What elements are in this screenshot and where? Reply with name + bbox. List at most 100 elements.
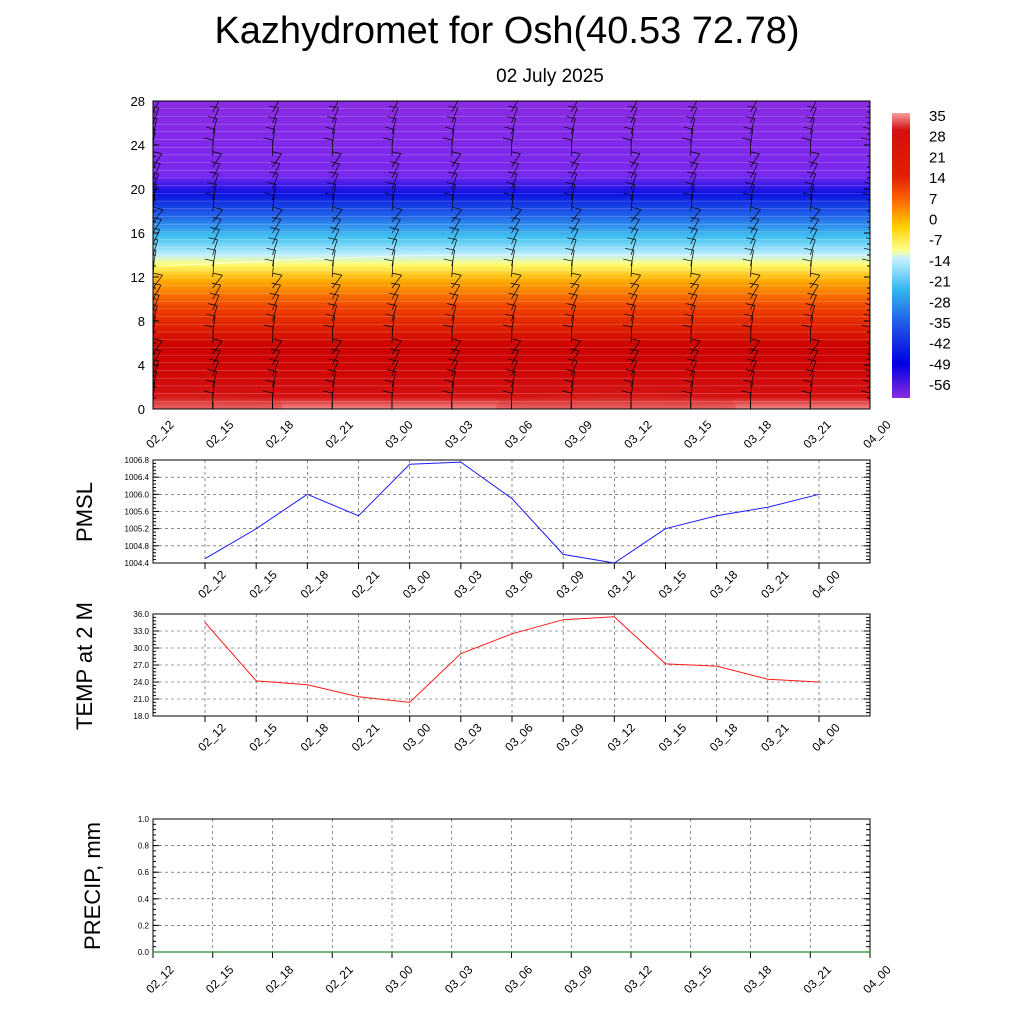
- wind-barb: [502, 390, 512, 394]
- chart-title: Kazhydromet for Osh(40.53 72.78): [214, 10, 800, 52]
- x-tick-label: 02_18: [263, 962, 297, 996]
- wind-barb: [869, 232, 870, 233]
- x-tick-label: 03_00: [400, 720, 434, 754]
- wind-barb: [269, 292, 279, 296]
- wind-barb: [451, 173, 458, 190]
- wind-barb: [331, 382, 335, 399]
- wind-barb: [267, 116, 277, 119]
- wind-barb: [331, 371, 337, 388]
- wind-barb: [331, 284, 341, 300]
- wind-barb: [809, 173, 817, 190]
- wind-barb: [504, 379, 514, 383]
- wind-barb: [153, 128, 156, 130]
- wind-barb: [511, 239, 517, 256]
- wind-barb: [272, 350, 281, 366]
- wind-barb: [803, 313, 813, 317]
- wind-barb: [750, 118, 755, 135]
- wind-barb: [809, 209, 821, 223]
- wind-barb: [861, 137, 870, 141]
- x-tick-label: 03_03: [451, 567, 485, 601]
- wind-barb: [630, 96, 639, 98]
- wind-barb: [809, 108, 817, 124]
- y-tick-label: 30.0: [133, 644, 149, 653]
- wind-barb: [272, 295, 280, 311]
- wind-barb: [810, 272, 820, 276]
- wind-barb: [504, 313, 515, 317]
- wind-barb: [871, 273, 880, 275]
- wind-barb: [388, 171, 398, 175]
- wind-barb: [212, 209, 224, 223]
- wind-barb: [570, 229, 579, 245]
- y-tick-label: 33.0: [133, 627, 149, 636]
- wind-barb: [153, 275, 163, 289]
- wind-barb: [571, 272, 581, 276]
- wind-barb: [207, 369, 217, 372]
- wind-barb: [506, 369, 516, 372]
- wind-barb: [448, 105, 458, 109]
- wind-barb: [508, 292, 518, 296]
- wind-barb: [623, 192, 633, 196]
- colorbar-label: 35: [929, 108, 946, 125]
- colorbar: 35 28 21 14 7 0 -7 -14 -21 -28 -35 -42 -49 -56: [892, 108, 951, 398]
- wind-barb: [867, 292, 870, 295]
- wind-barb: [860, 390, 870, 394]
- wind-barb: [451, 382, 455, 399]
- wind-barb: [689, 282, 699, 286]
- wind-barb: [631, 86, 640, 88]
- x-tick-label: 03_12: [605, 567, 639, 601]
- wind-barb: [331, 217, 341, 220]
- wind-barb: [391, 371, 397, 388]
- wind-barb: [863, 313, 870, 316]
- wind-barb: [212, 316, 216, 333]
- wind-barb: [271, 282, 281, 286]
- wind-barb: [630, 219, 640, 234]
- wind-barb: [444, 192, 454, 196]
- wind-barb: [870, 86, 879, 88]
- wind-barb: [683, 126, 694, 130]
- wind-barb: [212, 229, 220, 245]
- wind-barb: [630, 382, 634, 399]
- wind-barb: [570, 219, 581, 234]
- wind-barb: [511, 295, 519, 311]
- wind-barb: [869, 253, 870, 255]
- wind-barb: [687, 358, 697, 362]
- colorbar-label: -42: [929, 336, 951, 353]
- wind-barb: [502, 324, 513, 328]
- wind-barb: [866, 358, 870, 361]
- colorbar-label: 7: [929, 191, 937, 208]
- wind-barb: [451, 229, 459, 245]
- y-tick-label: 18.0: [133, 712, 149, 721]
- wind-barb: [864, 369, 870, 371]
- wind-barb: [153, 371, 158, 388]
- wind-barb: [750, 239, 756, 256]
- x-tick-label: 02_18: [263, 417, 297, 451]
- wind-barb: [153, 326, 154, 328]
- wind-barb: [213, 86, 222, 88]
- wind-barb: [564, 313, 574, 317]
- x-tick-label: 03_21: [758, 720, 792, 754]
- wind-barb: [511, 340, 521, 355]
- wind-barb: [690, 108, 698, 124]
- wind-barb: [324, 258, 334, 262]
- wind-barb: [745, 369, 755, 372]
- wind-barb: [327, 303, 337, 306]
- y-axis-label: PMSL: [72, 482, 97, 542]
- wind-barb: [803, 126, 813, 130]
- y-tick-label: 1005.2: [125, 525, 150, 534]
- wind-barb: [386, 369, 396, 372]
- wind-barb: [332, 272, 342, 276]
- wind-barb: [391, 360, 399, 377]
- wind-barb: [690, 316, 694, 333]
- wind-barb: [568, 227, 579, 230]
- wind-barb: [153, 229, 161, 245]
- wind-barb: [328, 171, 338, 175]
- wind-barb: [801, 137, 811, 141]
- wind-barb: [572, 207, 582, 210]
- wind-barb: [809, 239, 816, 256]
- wind-barb: [570, 350, 580, 366]
- wind-barb: [690, 184, 695, 201]
- wind-barb: [511, 360, 518, 377]
- wind-barb: [153, 304, 158, 306]
- x-tick-label: 03_21: [758, 567, 792, 601]
- wind-barb: [447, 303, 457, 306]
